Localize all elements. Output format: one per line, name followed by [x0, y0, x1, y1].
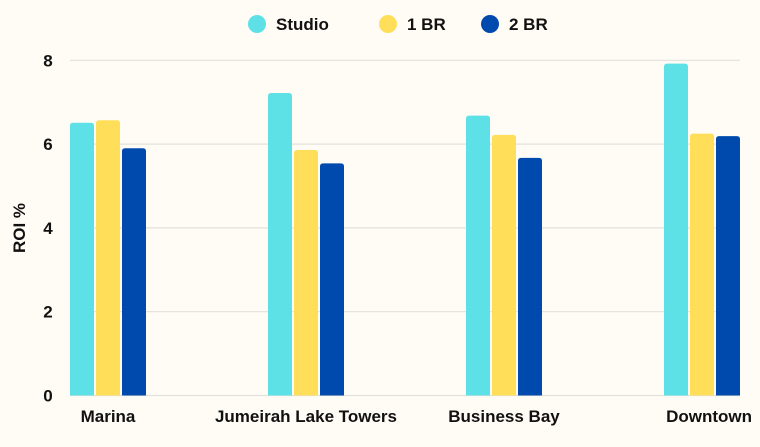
y-tick-label: 2	[43, 303, 52, 322]
bar-studio	[466, 115, 490, 396]
x-tick-label: Marina	[81, 407, 136, 426]
legend-item[interactable]: 1 BR	[379, 15, 446, 34]
legend-label: 1 BR	[407, 15, 446, 34]
x-tick-label: Business Bay	[448, 407, 560, 426]
bar-2-br	[320, 163, 344, 396]
bar-studio	[268, 92, 292, 396]
legend-swatch	[379, 15, 397, 33]
legend-item[interactable]: Studio	[248, 15, 329, 34]
bar-1-br	[96, 120, 120, 396]
legend-label: 2 BR	[509, 15, 548, 34]
x-tick-label: Downtown	[666, 407, 752, 426]
bar-2-br	[716, 136, 740, 396]
y-axis-label: ROI %	[10, 203, 29, 253]
legend: Studio 1 BR 2 BR	[248, 15, 548, 34]
bar-studio	[70, 122, 94, 396]
bar-1-br	[294, 149, 318, 396]
y-tick-label: 0	[43, 387, 52, 406]
bar-1-br	[690, 133, 714, 396]
legend-item[interactable]: 2 BR	[481, 15, 548, 34]
bars	[70, 63, 740, 396]
bar-1-br	[492, 134, 516, 396]
legend-label: Studio	[276, 15, 329, 34]
y-tick-label: 8	[43, 51, 52, 70]
legend-swatch	[248, 15, 266, 33]
gridlines	[70, 59, 740, 397]
y-axis-ticks: 0 2 4 6 8	[43, 51, 53, 405]
legend-swatch	[481, 15, 499, 33]
y-tick-label: 4	[43, 219, 53, 238]
bar-studio	[664, 63, 688, 396]
x-axis-ticks: Marina Jumeirah Lake Towers Business Bay Do…	[81, 407, 752, 426]
x-tick-label: Jumeirah Lake Towers	[215, 407, 397, 426]
bar-2-br	[518, 157, 542, 396]
bar-2-br	[122, 148, 146, 396]
y-tick-label: 6	[43, 135, 52, 154]
